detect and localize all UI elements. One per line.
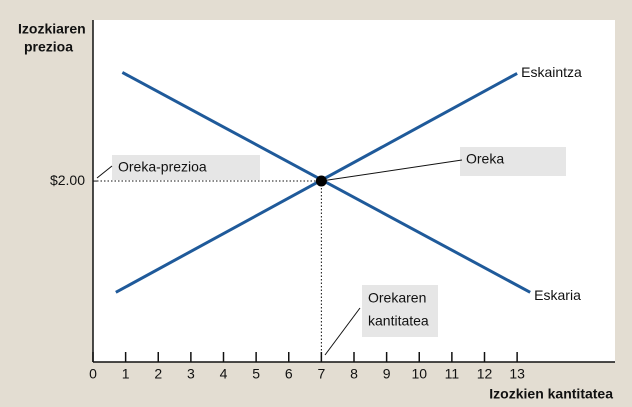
x-tick-label: 4 (220, 366, 228, 382)
leader-line (324, 307, 361, 356)
x-tick-label: 7 (317, 366, 325, 382)
equilibrium-label: Oreka (466, 151, 504, 167)
x-tick-label: 1 (122, 366, 130, 382)
annotation-box (362, 285, 438, 337)
annotation-box (460, 147, 566, 176)
x-tick-label: 0 (89, 366, 97, 382)
x-tick-label: 5 (252, 366, 260, 382)
x-tick-label: 6 (285, 366, 293, 382)
quantity-annotation: kantitatea (368, 313, 429, 329)
x-tick-label: 8 (350, 366, 358, 382)
x-axis-label: Izozkien kantitatea (489, 386, 613, 402)
y-tick-label: $2.00 (50, 172, 85, 188)
x-tick-label: 11 (445, 366, 460, 382)
x-tick-label: 10 (411, 366, 427, 382)
plot-area (93, 20, 615, 362)
y-axis-label: Izozkiaren (18, 21, 86, 37)
series-label: Eskaintza (521, 64, 582, 80)
series-label: Eskaria (534, 287, 581, 303)
x-tick-label: 9 (383, 366, 391, 382)
x-tick-label: 13 (509, 366, 525, 382)
leader-line (96, 165, 113, 179)
annotation-box (112, 155, 260, 180)
quantity-annotation: Orekaren (368, 290, 426, 306)
equilibrium-point (315, 175, 327, 187)
x-tick-label: 3 (187, 366, 195, 382)
x-tick-label: 12 (477, 366, 493, 382)
x-tick-label: 2 (154, 366, 162, 382)
leader-line (321, 159, 463, 182)
y-axis-label: prezioa (24, 39, 73, 55)
price-annotation: Oreka-prezioa (118, 159, 207, 175)
